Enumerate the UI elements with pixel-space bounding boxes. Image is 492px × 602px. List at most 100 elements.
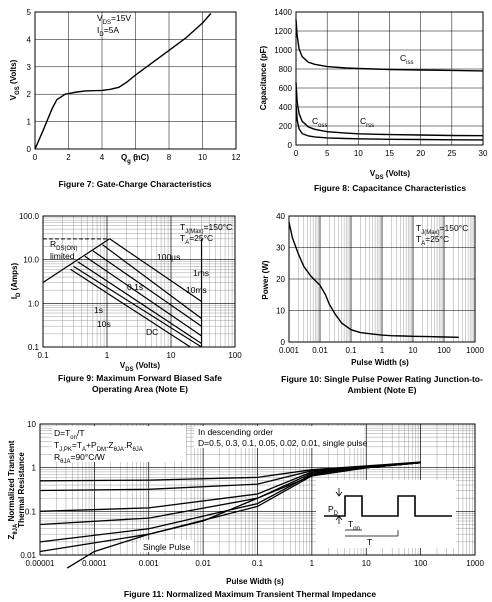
- plot-frame: [42, 215, 236, 348]
- y-tick-label: 200: [279, 122, 293, 131]
- soa-line-6: [73, 265, 202, 348]
- x-tick-label: 12: [232, 153, 241, 162]
- x-tick-label: 0: [294, 149, 299, 158]
- y-tick-label: 3: [27, 63, 32, 72]
- y-tick-label: 800: [279, 65, 293, 74]
- x-axis-label: VDS (Volts): [120, 361, 161, 373]
- x-tick-label: 0.01: [312, 346, 328, 355]
- soa-chart: 0.1 1 10 100 0.1 1.0 10.0 100.0 TJ(Max)=150°CTA=…: [10, 212, 242, 394]
- x-tick-label: 0.1: [37, 351, 49, 360]
- y-tick-label: 2: [27, 90, 32, 99]
- y-tick-label: 1400: [274, 8, 292, 17]
- soa-line-0: [42, 238, 110, 284]
- y-axis-label-line-1: ZθJA Normalized Transient: [7, 440, 19, 539]
- soa-line-1: [109, 238, 202, 302]
- soa-line-2: [102, 244, 202, 319]
- caption-line-2: Operating Area (Note E): [92, 384, 188, 394]
- y-axis-label: Power (W): [261, 260, 270, 299]
- rds-limited-label: limited: [50, 251, 75, 261]
- x-axis-label: Qg (nC): [121, 153, 149, 165]
- pd-label: PD: [328, 504, 339, 517]
- y-tick-label: 0: [288, 141, 293, 150]
- y-tick-label: 400: [279, 103, 293, 112]
- x-tick-label: 0.1: [252, 559, 264, 568]
- y-axis-label: ID (Amps): [10, 262, 22, 299]
- x-tick-label: 100: [437, 346, 451, 355]
- ciss-label: Ciss: [400, 53, 413, 66]
- zth-line-1: [39, 462, 421, 492]
- x-tick-label: 1: [310, 559, 315, 568]
- y-tick-label: 100.0: [19, 212, 40, 221]
- x-tick-label: 0.0001: [82, 559, 107, 568]
- caption: Figure 11: Normalized Maximum Transient …: [124, 589, 377, 599]
- x-tick-label: 0.01: [195, 559, 211, 568]
- x-tick-label: 10: [354, 149, 363, 158]
- tjpk-annotation: TJ,PK=TA+PDM.ZθJA.RθJA: [54, 440, 143, 453]
- y-tick-label: 10.0: [23, 256, 39, 265]
- y-axis-label: VGS (Volts): [9, 59, 21, 100]
- x-tick-label: 6: [133, 153, 138, 162]
- y-tick-label: 1000: [274, 46, 292, 55]
- series-line: [34, 12, 212, 150]
- soa-curve-label: 10s: [97, 319, 111, 329]
- y-axis-label: Capacitance (pF): [259, 45, 268, 110]
- tjmax-annotation: TJ(Max)=150°C: [180, 222, 232, 235]
- y-axis-label-line-2: Thermal Resistance: [17, 452, 26, 528]
- x-tick-label: 15: [385, 149, 394, 158]
- single-pulse-label: Single Pulse: [143, 542, 191, 552]
- single-pulse-power-chart: 0.001 0.01 0.1 1 10 100 1000 0 10 20 30 40 TJ(Max)=1…: [261, 212, 484, 395]
- x-tick-label: 100: [414, 559, 428, 568]
- x-tick-label: 10: [362, 559, 371, 568]
- x-axis-label: Pulse Width (s): [226, 577, 284, 586]
- caption-line-1: Figure 10: Single Pulse Power Rating Jun…: [281, 374, 483, 384]
- x-tick-label: 0.00001: [26, 559, 55, 568]
- rds-label: RDS(ON): [50, 239, 77, 252]
- annotation-box-right: [194, 426, 364, 448]
- x-tick-label: 10: [409, 346, 418, 355]
- rthja-annotation: RθJA=90°C/W: [54, 452, 105, 465]
- series-line: [288, 222, 459, 338]
- y-tick-label: 10: [276, 307, 285, 316]
- y-tick-label: 5: [27, 8, 32, 17]
- thermal-impedance-chart: 0.00001 0.0001 0.001 0.01 0.1 1 10 100 1000 0.01 0…: [7, 420, 484, 599]
- soa-line-3: [92, 250, 202, 327]
- y-tick-label: 0: [281, 338, 286, 347]
- x-tick-label: 0.001: [279, 346, 300, 355]
- soa-curve-label: 100µs: [157, 252, 180, 262]
- y-tick-label: 20: [276, 275, 285, 284]
- x-tick-label: 1: [105, 351, 110, 360]
- x-tick-label: 1000: [466, 559, 484, 568]
- x-tick-label: 1: [380, 346, 385, 355]
- caption: Figure 7: Gate-Charge Characteristics: [58, 179, 211, 189]
- series-line-crss: [295, 104, 484, 141]
- ton-label: Ton: [348, 519, 360, 532]
- x-tick-label: 8: [167, 153, 172, 162]
- x-tick-label: 5: [325, 149, 330, 158]
- pd-arrow: [335, 488, 343, 524]
- y-tick-label: 0.1: [25, 507, 37, 516]
- y-tick-label: 0.01: [20, 551, 36, 560]
- period-label: T: [367, 537, 372, 547]
- capacitance-chart: 0 5 10 15 20 25 30 0 200 400 600 800 1000 1200 1400 Cis…: [259, 8, 488, 193]
- soa-curve-label: DC: [146, 327, 158, 337]
- y-tick-label: 10: [27, 420, 36, 429]
- plot-frame: [39, 423, 476, 556]
- y-tick-label: 600: [279, 84, 293, 93]
- soa-line-5: [77, 261, 202, 345]
- x-tick-label: 0: [33, 153, 38, 162]
- y-tick-label: 40: [276, 212, 285, 221]
- soa-curve-label: 0.1s: [127, 282, 143, 292]
- ta-annotation: TA=25°C: [416, 234, 449, 247]
- soa-curve-label: 1s: [94, 305, 103, 315]
- series-line-coss: [295, 82, 484, 137]
- x-tick-label: 20: [416, 149, 425, 158]
- duty-list-annotation: D=0.5, 0.3, 0.1, 0.05, 0.02, 0.01, singl…: [198, 438, 368, 448]
- ta-annotation: TA=25°C: [180, 233, 213, 246]
- timing-arrows: [345, 529, 399, 537]
- pulse-waveform: [324, 495, 452, 517]
- plot-frame: [288, 215, 476, 343]
- x-tick-label: 10: [167, 351, 176, 360]
- y-tick-label: 1200: [274, 27, 292, 36]
